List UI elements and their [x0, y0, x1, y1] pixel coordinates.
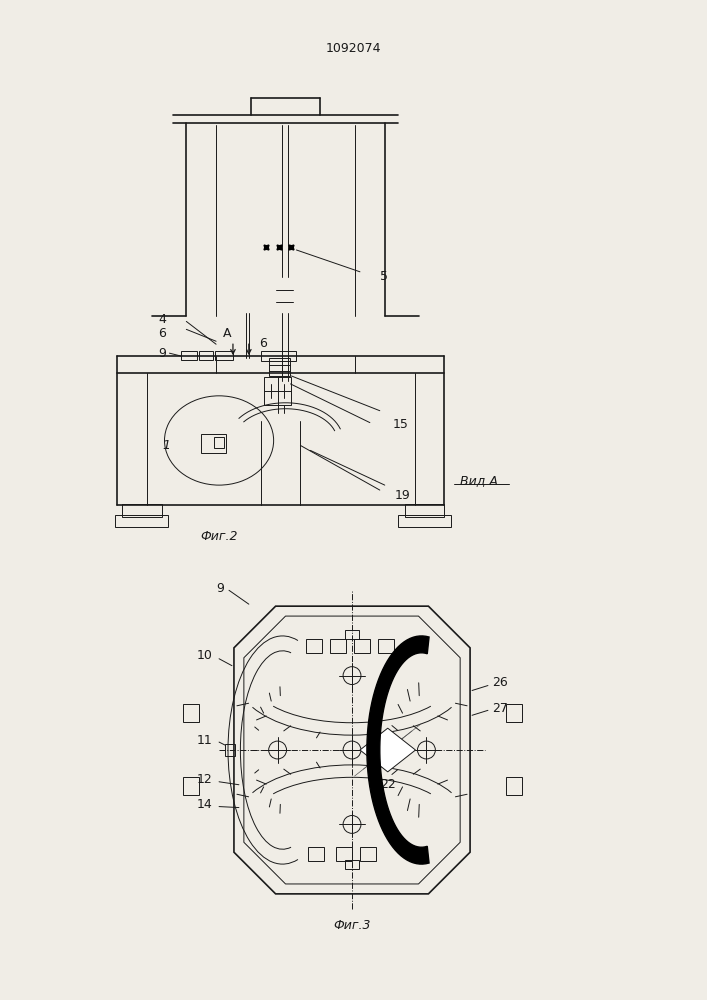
Bar	[360, 847, 376, 861]
Bar	[122, 504, 161, 517]
Text: 10: 10	[197, 649, 212, 662]
Bar	[225, 744, 235, 756]
Bar	[269, 358, 291, 376]
Text: Фиг.2: Фиг.2	[200, 530, 238, 543]
Bar	[182, 351, 197, 360]
Text: 19: 19	[395, 489, 411, 502]
Text: 9: 9	[158, 347, 166, 360]
Text: 1: 1	[163, 439, 170, 452]
Text: 26: 26	[492, 676, 508, 689]
Bar	[214, 437, 224, 448]
Text: 12: 12	[197, 773, 212, 786]
Bar	[330, 639, 346, 653]
Bar	[183, 777, 199, 795]
Polygon shape	[360, 728, 416, 772]
Bar	[354, 639, 370, 653]
Bar	[183, 704, 199, 722]
Bar	[506, 704, 522, 722]
Text: 6: 6	[259, 337, 267, 350]
Text: Фиг.3: Фиг.3	[333, 919, 370, 932]
Text: 4: 4	[158, 313, 166, 326]
Text: 11: 11	[197, 734, 212, 747]
Bar	[345, 860, 359, 869]
Bar	[115, 515, 168, 527]
Text: 5: 5	[380, 270, 388, 283]
Bar	[264, 377, 291, 405]
Bar	[261, 351, 296, 361]
Bar	[308, 847, 325, 861]
Bar	[378, 639, 394, 653]
Text: А: А	[223, 327, 231, 340]
Polygon shape	[367, 636, 429, 864]
Bar	[345, 630, 359, 639]
Text: 14: 14	[197, 798, 212, 811]
Bar	[404, 504, 444, 517]
Text: Вид A: Вид A	[460, 474, 498, 487]
Text: 1092074: 1092074	[325, 42, 381, 55]
Bar	[506, 777, 522, 795]
Text: 15: 15	[392, 418, 409, 431]
Bar	[397, 515, 451, 527]
Bar	[201, 434, 226, 453]
Bar	[336, 847, 352, 861]
Text: 9: 9	[216, 582, 224, 595]
Bar	[199, 351, 213, 360]
Text: 27: 27	[492, 702, 508, 715]
Bar	[215, 351, 233, 360]
Text: 6: 6	[158, 327, 166, 340]
Text: 22: 22	[380, 778, 396, 791]
Bar	[306, 639, 322, 653]
